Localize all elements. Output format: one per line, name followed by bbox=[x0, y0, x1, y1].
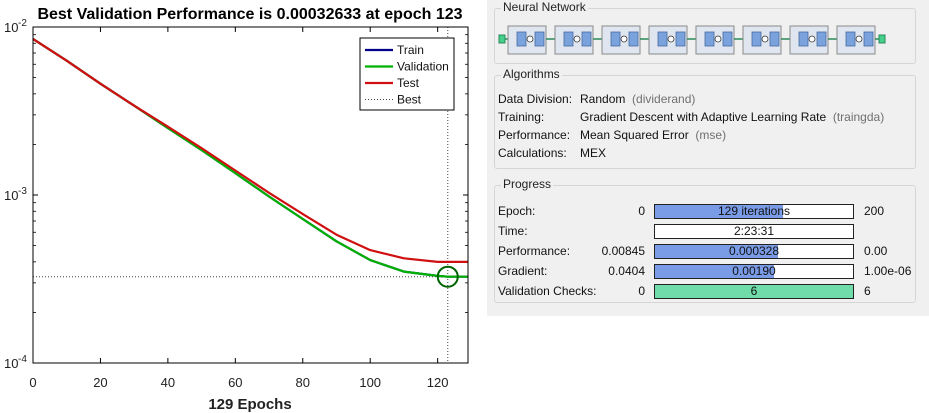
y-tick-label: 10 bbox=[4, 20, 18, 35]
validation-checks-start: 0 bbox=[638, 284, 645, 298]
layer-weight-icon bbox=[845, 31, 856, 47]
time-label: Time: bbox=[498, 224, 528, 238]
layer-transfer-icon bbox=[534, 31, 545, 47]
layer-transfer-icon bbox=[863, 31, 874, 47]
layer-sum-icon bbox=[761, 35, 769, 43]
gradient-label: Gradient: bbox=[498, 264, 548, 278]
training-panel: Neural Network Algorithms Data Division:… bbox=[487, 0, 929, 316]
series-line-test bbox=[32, 37, 468, 263]
validation-checks-bar-text: 6 bbox=[750, 284, 758, 298]
layer-sum-icon bbox=[526, 35, 534, 43]
validation-checks-bar-fill bbox=[655, 285, 853, 298]
epoch-start: 0 bbox=[638, 204, 645, 218]
x-tick-label: 60 bbox=[228, 375, 242, 390]
layer-transfer-icon bbox=[675, 31, 686, 47]
layer-sum-icon bbox=[714, 35, 722, 43]
performance-label: Performance: bbox=[498, 128, 571, 142]
gradient-end: 1.00e-06 bbox=[864, 264, 912, 278]
performance-bar-text: 0.000328 bbox=[728, 244, 780, 258]
network-output bbox=[878, 34, 886, 44]
x-axis-label: 129 Epochs bbox=[208, 396, 291, 413]
calculations-label: Calculations: bbox=[498, 146, 567, 160]
x-tick-label: 100 bbox=[359, 375, 381, 390]
performance-progress-bar: 0.000328 bbox=[654, 244, 854, 259]
performance-chart: Best Validation Performance is 0.0003263… bbox=[4, 6, 469, 413]
epoch-progress-bar: 129 iterations bbox=[654, 204, 854, 219]
layer-sum-icon bbox=[620, 35, 628, 43]
epoch-bar-text: 129 iterations bbox=[717, 204, 791, 218]
layer-weight-icon bbox=[704, 31, 715, 47]
y-tick-label: 10 bbox=[4, 188, 18, 203]
data-division-label: Data Division: bbox=[498, 92, 573, 106]
neural-network-group: Neural Network bbox=[494, 0, 916, 64]
x-tick-label: 80 bbox=[296, 375, 310, 390]
training-value: Gradient Descent with Adaptive Learning … bbox=[580, 110, 885, 124]
gradient-start: 0.0404 bbox=[608, 264, 645, 278]
epoch-end: 200 bbox=[864, 204, 885, 218]
layer-weight-icon bbox=[798, 31, 809, 47]
time-progress-bar: 2:23:31 bbox=[654, 224, 854, 239]
algorithms-group: Algorithms Data Division: Random (divide… bbox=[494, 67, 916, 169]
x-tick-label: 120 bbox=[427, 375, 449, 390]
network-diagram bbox=[498, 25, 886, 55]
empty-area bbox=[487, 316, 929, 413]
legend-label-validation: Validation bbox=[397, 60, 449, 74]
time-bar-text: 2:23:31 bbox=[733, 224, 775, 238]
performance-plot: Best Validation Performance is 0.0003263… bbox=[4, 6, 469, 413]
x-tick-label: 0 bbox=[29, 375, 36, 390]
perf-label: Performance: bbox=[498, 244, 571, 258]
legend-label-best: Best bbox=[397, 93, 422, 107]
layer-weight-icon bbox=[751, 31, 762, 47]
x-tick-label: 20 bbox=[93, 375, 107, 390]
layer-weight-icon bbox=[657, 31, 668, 47]
layer-transfer-icon bbox=[816, 31, 827, 47]
layer-transfer-icon bbox=[722, 31, 733, 47]
data-division-value: Random (dividerand) bbox=[580, 92, 696, 106]
layer-weight-icon bbox=[563, 31, 574, 47]
legend-label-test: Test bbox=[397, 76, 420, 90]
gradient-bar-text: 0.00190 bbox=[732, 264, 776, 278]
training-label: Training: bbox=[498, 110, 545, 124]
y-tick-exponent: -2 bbox=[18, 18, 27, 29]
epoch-bar-fill bbox=[655, 205, 783, 218]
gradient-bar-fill bbox=[655, 265, 774, 278]
neural-network-title: Neural Network bbox=[501, 0, 588, 14]
layer-sum-icon bbox=[573, 35, 581, 43]
gradient-progress-bar: 0.00190 bbox=[654, 264, 854, 279]
performance-bar-fill bbox=[655, 245, 778, 258]
epoch-label: Epoch: bbox=[498, 204, 536, 218]
layer-sum-icon bbox=[808, 35, 816, 43]
validation-checks-end: 6 bbox=[864, 284, 871, 298]
y-tick-exponent: -3 bbox=[18, 186, 27, 197]
chart-title: Best Validation Performance is 0.0003263… bbox=[37, 6, 462, 23]
network-input bbox=[498, 34, 506, 44]
performance-value: Mean Squared Error (mse) bbox=[580, 128, 727, 142]
layer-weight-icon bbox=[610, 31, 621, 47]
perf-end: 0.00 bbox=[864, 244, 888, 258]
layer-weight-icon bbox=[516, 31, 527, 47]
best-marker bbox=[436, 265, 459, 288]
perf-start: 0.00845 bbox=[601, 244, 645, 258]
layer-transfer-icon bbox=[628, 31, 639, 47]
x-tick-label: 40 bbox=[161, 375, 175, 390]
legend-label-train: Train bbox=[397, 43, 424, 57]
layer-transfer-icon bbox=[581, 31, 592, 47]
calculations-value: MEX bbox=[580, 146, 607, 160]
axes-frame bbox=[32, 26, 469, 364]
progress-title: Progress bbox=[501, 177, 554, 191]
progress-group: Progress Epoch: 0 129 iterations 200 Tim… bbox=[494, 177, 916, 303]
y-tick-exponent: -4 bbox=[18, 354, 27, 365]
layer-transfer-icon bbox=[769, 31, 780, 47]
layer-sum-icon bbox=[667, 35, 675, 43]
validation-checks-label: Validation Checks: bbox=[498, 284, 597, 298]
validation-checks-progress-bar: 6 bbox=[654, 284, 854, 299]
algorithms-title: Algorithms bbox=[501, 67, 562, 81]
y-tick-label: 10 bbox=[4, 356, 18, 371]
layer-sum-icon bbox=[855, 35, 863, 43]
